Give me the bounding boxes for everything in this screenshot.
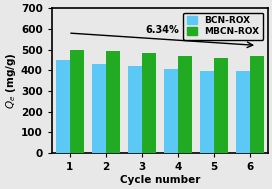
Bar — [56, 60, 70, 153]
Y-axis label: $Q_e$ (mg/g): $Q_e$ (mg/g) — [4, 52, 18, 109]
Bar — [128, 66, 142, 153]
Legend: BCN-ROX, MBCN-ROX: BCN-ROX, MBCN-ROX — [183, 13, 263, 40]
Bar — [214, 58, 227, 153]
Bar — [200, 71, 214, 153]
Bar — [236, 71, 250, 153]
Bar — [92, 64, 106, 153]
Bar — [178, 56, 191, 153]
Bar — [164, 69, 178, 153]
Bar — [106, 51, 119, 153]
Text: 6.34%: 6.34% — [146, 25, 180, 35]
Bar — [142, 53, 156, 153]
X-axis label: Cycle number: Cycle number — [120, 175, 200, 185]
Bar — [250, 56, 264, 153]
Bar — [70, 50, 84, 153]
